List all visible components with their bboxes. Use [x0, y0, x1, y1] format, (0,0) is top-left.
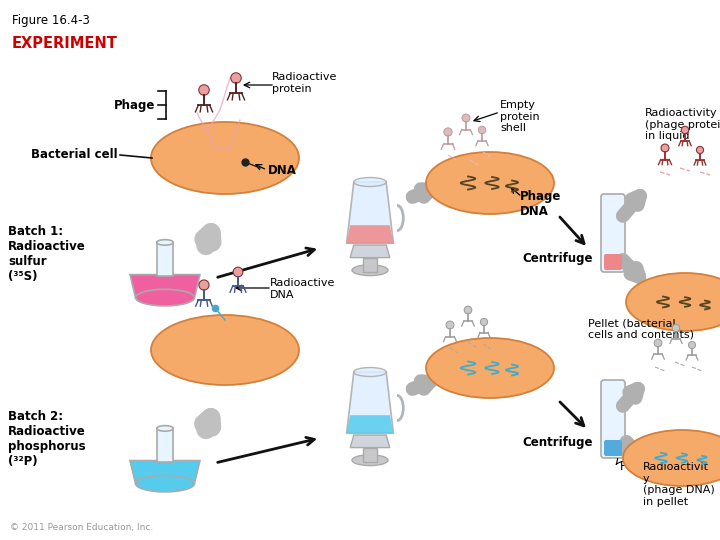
Polygon shape — [346, 415, 393, 433]
Ellipse shape — [151, 315, 299, 385]
Ellipse shape — [478, 126, 486, 134]
Ellipse shape — [681, 126, 689, 134]
Ellipse shape — [135, 289, 194, 306]
Ellipse shape — [135, 475, 194, 492]
Ellipse shape — [157, 426, 174, 431]
Text: Phage
DNA: Phage DNA — [520, 190, 562, 218]
Text: Radioactivit
y
(phage DNA)
in pellet: Radioactivit y (phage DNA) in pellet — [643, 462, 715, 507]
Ellipse shape — [426, 338, 554, 398]
Ellipse shape — [199, 85, 210, 95]
Text: © 2011 Pearson Education, Inc.: © 2011 Pearson Education, Inc. — [10, 523, 153, 532]
Ellipse shape — [446, 321, 454, 329]
Bar — [157, 428, 174, 462]
Ellipse shape — [151, 122, 299, 194]
Ellipse shape — [426, 152, 554, 214]
Ellipse shape — [464, 306, 472, 314]
Bar — [157, 242, 174, 275]
Polygon shape — [350, 245, 390, 258]
Ellipse shape — [199, 280, 209, 290]
Ellipse shape — [231, 73, 241, 83]
Text: DNA: DNA — [268, 164, 297, 177]
Polygon shape — [346, 225, 393, 243]
Text: Radioactive
protein: Radioactive protein — [272, 72, 338, 93]
Ellipse shape — [233, 267, 243, 277]
FancyBboxPatch shape — [604, 440, 622, 456]
Ellipse shape — [661, 144, 669, 152]
Bar — [363, 258, 377, 272]
FancyBboxPatch shape — [604, 254, 622, 270]
Text: Empty
protein
shell: Empty protein shell — [500, 100, 539, 133]
FancyBboxPatch shape — [601, 380, 625, 458]
Ellipse shape — [480, 319, 487, 326]
Text: Pellet (bacterial
cells and contents): Pellet (bacterial cells and contents) — [588, 318, 694, 340]
Bar — [363, 448, 377, 462]
Text: EXPERIMENT: EXPERIMENT — [12, 36, 118, 51]
Ellipse shape — [462, 114, 470, 122]
Ellipse shape — [352, 265, 388, 275]
Text: Figure 16.4-3: Figure 16.4-3 — [12, 14, 90, 27]
Polygon shape — [346, 182, 393, 243]
Text: Centrifuge: Centrifuge — [523, 252, 593, 265]
Text: Centrifuge: Centrifuge — [523, 436, 593, 449]
Text: Radioactive
DNA: Radioactive DNA — [270, 278, 336, 300]
Ellipse shape — [354, 368, 386, 376]
FancyBboxPatch shape — [601, 194, 625, 272]
Text: Batch 2:
Radioactive
phosphorus
(³²P): Batch 2: Radioactive phosphorus (³²P) — [8, 410, 86, 468]
Ellipse shape — [623, 430, 720, 486]
Polygon shape — [130, 275, 200, 298]
Text: Batch 1:
Radioactive
sulfur
(³⁵S): Batch 1: Radioactive sulfur (³⁵S) — [8, 225, 86, 283]
Ellipse shape — [688, 341, 696, 349]
Polygon shape — [130, 461, 200, 484]
Ellipse shape — [696, 146, 703, 153]
Text: Bacterial cell: Bacterial cell — [32, 148, 118, 161]
Ellipse shape — [444, 128, 452, 136]
Text: Phage: Phage — [114, 98, 155, 111]
Text: Pellet: Pellet — [620, 460, 652, 473]
Ellipse shape — [654, 339, 662, 347]
Ellipse shape — [626, 273, 720, 331]
Polygon shape — [350, 435, 390, 448]
Ellipse shape — [352, 455, 388, 465]
Ellipse shape — [157, 240, 174, 245]
Ellipse shape — [672, 325, 680, 332]
Text: Radioactivity
(phage protein)
in liquid: Radioactivity (phage protein) in liquid — [645, 108, 720, 141]
Polygon shape — [346, 372, 393, 433]
Ellipse shape — [354, 178, 386, 186]
